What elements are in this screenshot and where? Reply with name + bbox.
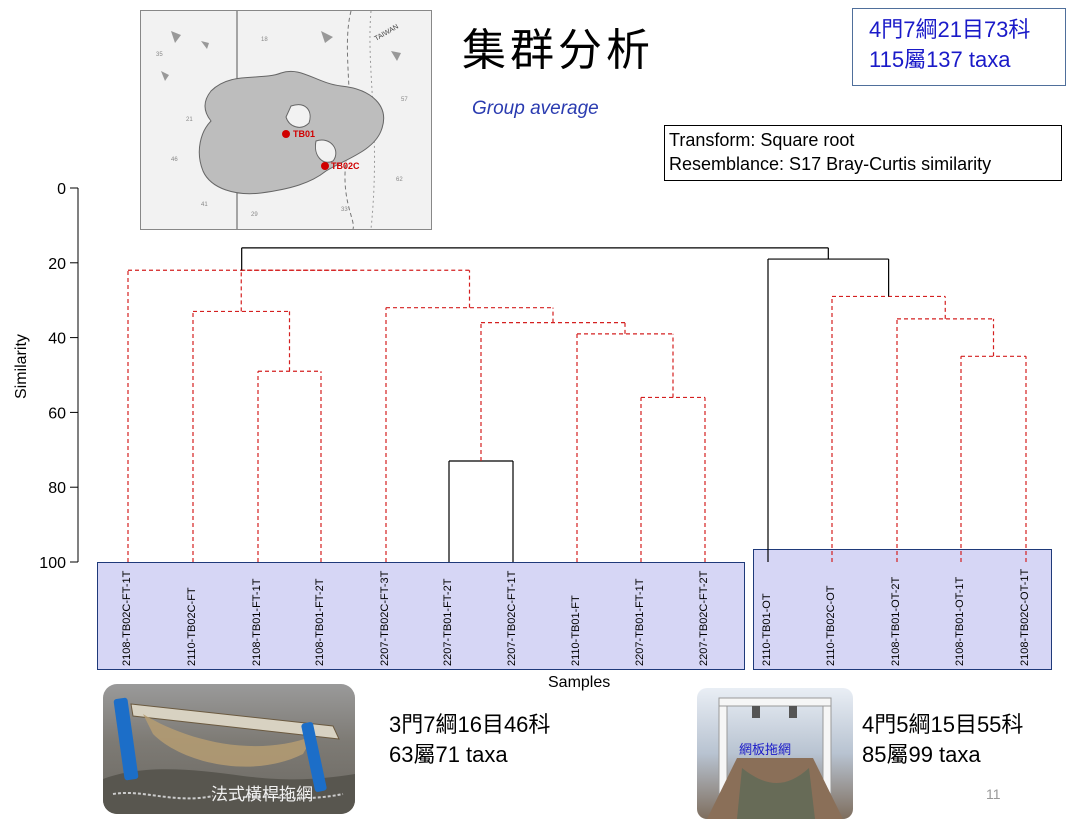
svg-text:18: 18: [261, 37, 268, 43]
otter-trawl-caption: 網板拖網: [739, 742, 791, 757]
otter-trawl-photo: 網板拖網: [697, 688, 853, 819]
transform-line: Transform: Square root: [669, 130, 855, 150]
map-point-label-tb01: TB01: [293, 129, 315, 139]
ot-group-box: [753, 549, 1052, 670]
dendrogram-links: [127, 247, 1027, 562]
resemblance-line: Resemblance: S17 Bray-Curtis similarity: [669, 154, 992, 174]
total-taxa-line1: 4門7綱21目73科: [869, 17, 1031, 42]
map-inset: 35 21 46 18 57 62 29 33 41 TAIWAN TB01 TB02C: [140, 10, 432, 230]
sample-label: 2110-TB01-FT: [570, 595, 582, 666]
ft-group-box: [97, 562, 745, 670]
map-point-tb01: [282, 130, 290, 138]
ft-summary-line1: 3門7綱16目46科: [389, 712, 551, 737]
beam-trawl-graphic: 法式橫桿拖網: [103, 697, 355, 814]
total-taxa-line2: 115屬137 taxa: [869, 47, 1011, 72]
svg-text:33: 33: [341, 207, 348, 213]
ft-summary: 3門7綱16目46科 63屬71 taxa: [389, 710, 550, 770]
page-number: 11: [986, 786, 1001, 802]
map-point-tb02c: [321, 162, 329, 170]
y-tick-label: 80: [48, 480, 66, 497]
sample-label: 2207-TB01-FT-1T: [634, 578, 646, 666]
y-tick-label: 60: [48, 405, 66, 422]
sample-label: 2207-TB02C-FT-1T: [506, 570, 518, 666]
sample-label: 2110-TB02C-OT: [825, 585, 837, 667]
sample-label: 2108-TB02C-FT-1T: [121, 570, 133, 666]
sample-label: 2108-TB01-FT-2T: [314, 578, 326, 666]
y-tick-label: 0: [57, 181, 66, 198]
map-point-label-tb02c: TB02C: [331, 161, 360, 171]
sample-label: 2110-TB01-OT: [761, 593, 773, 666]
ft-summary-line2: 63屬71 taxa: [389, 742, 508, 767]
svg-text:41: 41: [201, 202, 208, 208]
y-axis-ticks: 0 20 40 60 80 100: [39, 181, 78, 572]
svg-text:62: 62: [396, 177, 403, 183]
x-axis-label: Samples: [548, 674, 611, 691]
svg-text:57: 57: [401, 97, 408, 103]
beam-trawl-photo: 法式橫桿拖網: [103, 684, 355, 814]
svg-text:46: 46: [171, 157, 178, 163]
otter-trawl-graphic: 網板拖網: [707, 697, 843, 819]
ot-summary: 4門5綱15目55科 85屬99 taxa: [862, 710, 1023, 770]
sample-label: 2108-TB01-OT-2T: [890, 576, 902, 666]
page-title: 集群分析: [462, 25, 654, 76]
y-tick-label: 40: [48, 331, 66, 348]
svg-text:35: 35: [156, 52, 163, 58]
y-tick-label: 100: [39, 555, 66, 572]
ot-summary-line1: 4門5綱15目55科: [862, 712, 1024, 737]
y-axis-label: Similarity: [13, 334, 30, 399]
sample-label: 2108-TB01-FT-1T: [251, 578, 263, 666]
svg-text:21: 21: [186, 117, 193, 123]
sample-label: 2207-TB01-FT-2T: [442, 578, 454, 666]
sample-label: 2108-TB01-OT-1T: [954, 576, 966, 666]
sample-label: 2108-TB02C-OT-1T: [1019, 568, 1031, 666]
y-tick-label: 20: [48, 256, 66, 273]
sample-label: 2207-TB02C-FT-3T: [379, 570, 391, 666]
sample-label: 2207-TB02C-FT-2T: [698, 570, 710, 666]
ot-summary-line2: 85屬99 taxa: [862, 742, 981, 767]
sample-label: 2110-TB02C-FT: [186, 587, 198, 666]
beam-trawl-caption: 法式橫桿拖網: [211, 785, 313, 804]
svg-text:29: 29: [251, 212, 258, 218]
method-label: Group average: [472, 98, 599, 119]
transform-box: Transform: Square root Resemblance: S17 …: [664, 125, 1062, 181]
total-taxa-box: 4門7綱21目73科 115屬137 taxa: [852, 8, 1066, 86]
